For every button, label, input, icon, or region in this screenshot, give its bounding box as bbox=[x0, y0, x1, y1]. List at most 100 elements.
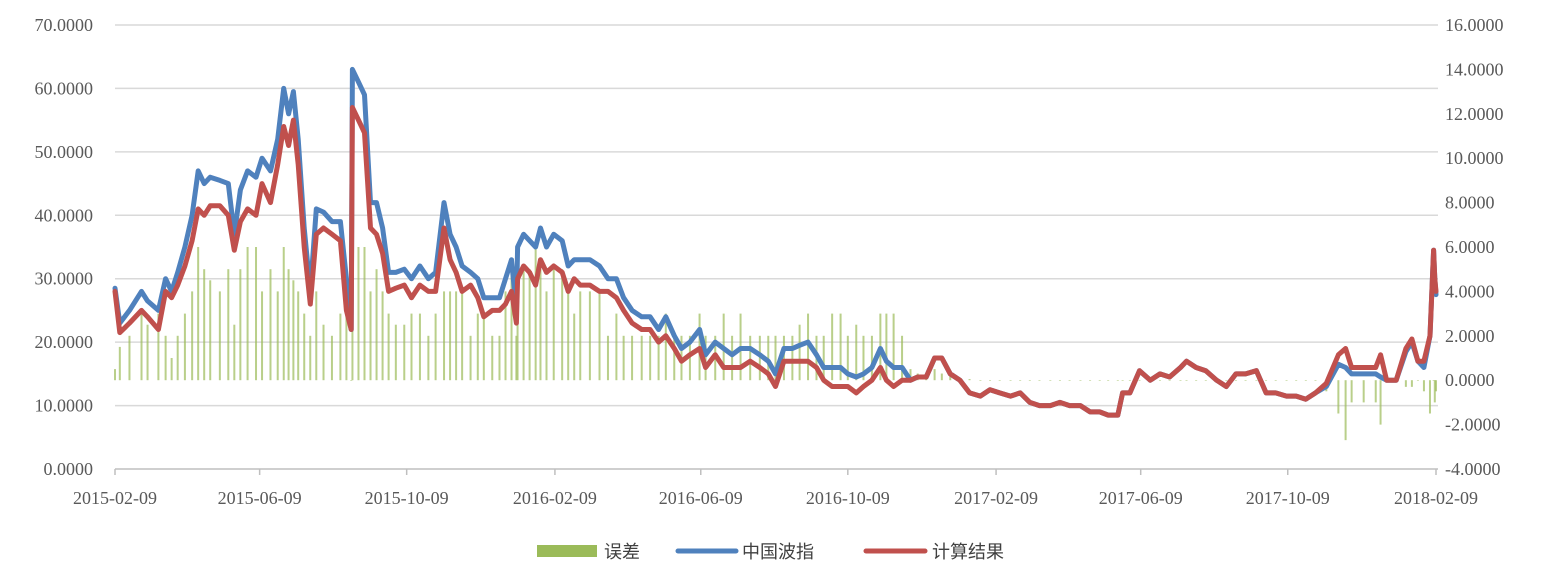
error-bar bbox=[309, 335, 312, 381]
legend-label: 计算结果 bbox=[932, 542, 1004, 563]
error-bar bbox=[170, 358, 173, 381]
error-bar bbox=[1314, 380, 1317, 381]
error-bar bbox=[791, 335, 794, 381]
error-bar bbox=[315, 291, 318, 381]
error-bar bbox=[183, 313, 186, 381]
error-bar bbox=[357, 247, 360, 381]
error-bar bbox=[870, 335, 873, 381]
error-bar bbox=[476, 313, 479, 381]
error-bar bbox=[774, 335, 777, 381]
error-bar bbox=[552, 269, 555, 381]
error-bar bbox=[1121, 380, 1124, 381]
error-bar bbox=[1379, 380, 1382, 425]
x-tick-label: 2015-06-09 bbox=[218, 488, 302, 508]
y-right-tick-label: 8.0000 bbox=[1445, 193, 1495, 213]
y-left-tick-label: 10.0000 bbox=[35, 396, 94, 416]
legend: 误差 中国波指 计算结果 bbox=[537, 542, 1004, 563]
error-bar bbox=[1068, 380, 1071, 381]
error-bar bbox=[434, 313, 437, 381]
error-bar bbox=[1274, 380, 1277, 381]
y-left-tick-label: 0.0000 bbox=[44, 459, 94, 479]
error-bar bbox=[1255, 380, 1258, 381]
y-left-tick-label: 20.0000 bbox=[35, 332, 94, 352]
y-right-tick-label: 16.0000 bbox=[1445, 15, 1504, 35]
error-bar bbox=[1410, 380, 1413, 387]
error-bar bbox=[1179, 380, 1182, 381]
error-bar bbox=[1344, 380, 1347, 441]
error-bar bbox=[933, 369, 936, 381]
error-bar bbox=[704, 335, 707, 381]
legend-label: 中国波指 bbox=[742, 542, 814, 563]
error-bar bbox=[1404, 380, 1407, 387]
error-bar bbox=[375, 269, 378, 381]
error-bar bbox=[282, 247, 285, 381]
error-bar bbox=[146, 324, 149, 381]
legend-label: 误差 bbox=[604, 542, 640, 563]
error-bar bbox=[622, 335, 625, 381]
error-bar bbox=[128, 335, 131, 381]
y-right-tick-label: 14.0000 bbox=[1445, 59, 1504, 79]
y-right-tick-label: -4.0000 bbox=[1445, 459, 1501, 479]
error-bar bbox=[369, 291, 372, 381]
error-bar bbox=[1098, 380, 1101, 381]
y-right-tick-label: 0.0000 bbox=[1445, 370, 1495, 390]
error-bar bbox=[303, 313, 306, 381]
error-bar bbox=[504, 291, 507, 381]
error-bar bbox=[615, 313, 618, 381]
error-bar bbox=[246, 247, 249, 381]
error-bar bbox=[239, 269, 242, 381]
error-bar bbox=[561, 269, 564, 381]
error-bar bbox=[807, 313, 810, 381]
error-bar bbox=[203, 269, 206, 381]
error-bar bbox=[339, 313, 342, 381]
error-bar bbox=[640, 335, 643, 381]
error-bar bbox=[798, 324, 801, 381]
error-bar bbox=[1185, 380, 1188, 381]
error-bar bbox=[140, 313, 143, 381]
error-bar bbox=[1337, 380, 1340, 414]
error-bar bbox=[940, 373, 943, 381]
error-bar bbox=[949, 375, 952, 381]
error-bar bbox=[1038, 380, 1041, 381]
error-bar bbox=[892, 313, 895, 381]
error-bar bbox=[455, 291, 458, 381]
error-bar bbox=[573, 313, 576, 381]
error-bar bbox=[287, 269, 290, 381]
error-bar bbox=[276, 291, 279, 381]
error-bar bbox=[839, 313, 842, 381]
error-bar bbox=[782, 335, 785, 381]
error-bar bbox=[1225, 380, 1228, 381]
error-bar bbox=[363, 247, 366, 381]
error-bar bbox=[657, 335, 660, 381]
error-bar bbox=[1028, 380, 1031, 381]
error-bar bbox=[522, 269, 525, 381]
y-left-tick-label: 30.0000 bbox=[35, 269, 94, 289]
error-bar bbox=[1107, 380, 1110, 381]
error-bar bbox=[528, 269, 531, 381]
error-bar bbox=[350, 380, 353, 381]
error-bar bbox=[749, 335, 752, 381]
x-tick-label: 2015-10-09 bbox=[365, 488, 449, 508]
error-bar bbox=[394, 324, 397, 381]
error-bar bbox=[118, 346, 121, 381]
error-bar bbox=[515, 335, 518, 381]
y-right-tick-label: 12.0000 bbox=[1445, 104, 1504, 124]
error-bar bbox=[345, 269, 348, 381]
error-bar bbox=[443, 291, 446, 381]
error-bar bbox=[1116, 380, 1119, 381]
error-bar bbox=[989, 380, 992, 381]
axes: 0.0000 10.0000 20.0000 30.0000 40.0000 50.000… bbox=[35, 15, 1504, 508]
error-bar bbox=[469, 335, 472, 381]
error-bar bbox=[731, 335, 734, 381]
error-bar bbox=[598, 291, 601, 381]
error-bar bbox=[498, 335, 501, 381]
error-bar bbox=[218, 291, 221, 381]
error-bar bbox=[292, 280, 295, 381]
x-tick-label: 2017-06-09 bbox=[1099, 488, 1183, 508]
y-left-tick-label: 60.0000 bbox=[35, 78, 94, 98]
error-bar bbox=[403, 324, 406, 381]
y-right-tick-label: 4.0000 bbox=[1445, 281, 1495, 301]
error-bar bbox=[1009, 380, 1012, 381]
error-bar bbox=[410, 313, 413, 381]
error-bar bbox=[1362, 380, 1365, 403]
